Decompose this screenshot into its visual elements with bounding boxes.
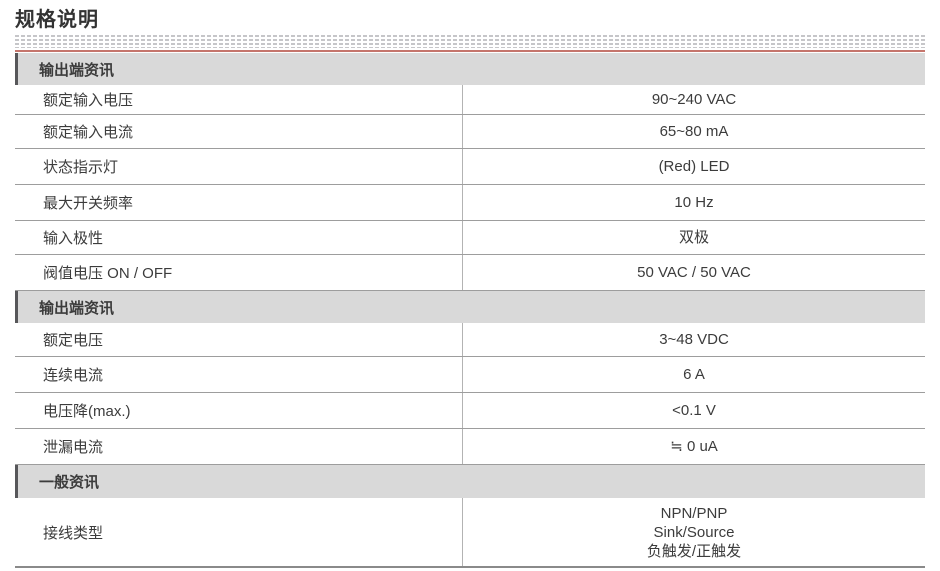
accent-divider-line xyxy=(15,50,925,52)
spec-label: 额定输入电压 xyxy=(15,85,463,114)
section-header-label: 一般资讯 xyxy=(39,474,100,491)
spec-value: 65~80 mA xyxy=(659,123,729,140)
spec-value: 3~48 VDC xyxy=(659,331,729,348)
table-row: 最大开关频率 10 Hz xyxy=(15,185,925,221)
section-header-label: 输出端资讯 xyxy=(39,299,115,317)
table-row: 电压降(max.) <0.1 V xyxy=(15,393,925,429)
spec-value: <0.1 V xyxy=(672,402,716,419)
table-row: 泄漏电流 ≒ 0 uA xyxy=(15,429,925,465)
spec-table: 输出端资讯 额定输入电压 90~240 VAC 额定输入电流 65~80 mA … xyxy=(15,53,925,568)
spec-value: 6 A xyxy=(683,366,705,383)
spec-value: 双极 xyxy=(678,229,709,246)
decorative-hatch-band xyxy=(15,35,925,48)
spec-label: 电压降(max.) xyxy=(15,393,463,428)
spec-label: 额定电压 xyxy=(15,323,463,356)
page-title: 规格说明 xyxy=(15,9,99,31)
table-row: 额定输入电流 65~80 mA xyxy=(15,115,925,149)
section-header-input-info: 输出端资讯 xyxy=(15,53,925,85)
spec-value: 90~240 VAC xyxy=(651,91,737,108)
spec-value: (Red) LED xyxy=(658,158,730,175)
spec-label: 输入极性 xyxy=(15,221,463,254)
table-row: 接线类型 NPN/PNP Sink/Source 负触发/正触发 xyxy=(15,498,925,566)
table-row: 额定电压 3~48 VDC xyxy=(15,323,925,357)
section-header-label: 输出端资讯 xyxy=(39,61,115,79)
table-row: 状态指示灯 (Red) LED xyxy=(15,149,925,185)
spec-label: 泄漏电流 xyxy=(15,429,463,464)
table-row: 阀值电压 ON / OFF 50 VAC / 50 VAC xyxy=(15,255,925,291)
table-row: 额定输入电压 90~240 VAC xyxy=(15,85,925,115)
spec-label: 阀值电压 ON / OFF xyxy=(15,255,463,290)
spec-label: 最大开关频率 xyxy=(15,185,463,220)
spec-value: 10 Hz xyxy=(674,194,714,211)
table-row: 输入极性 双极 xyxy=(15,221,925,255)
section-header-general-info: 一般资讯 xyxy=(15,465,925,498)
spec-value: 50 VAC / 50 VAC xyxy=(637,264,751,281)
spec-label: 额定输入电流 xyxy=(15,115,463,148)
spec-value: ≒ 0 uA xyxy=(670,438,718,455)
section-header-output-info: 输出端资讯 xyxy=(15,291,925,323)
table-row: 连续电流 6 A xyxy=(15,357,925,393)
spec-label: 连续电流 xyxy=(15,357,463,392)
spec-label: 状态指示灯 xyxy=(15,149,463,184)
spec-value: NPN/PNP Sink/Source 负触发/正触发 xyxy=(646,504,742,560)
spec-label: 接线类型 xyxy=(15,498,463,566)
